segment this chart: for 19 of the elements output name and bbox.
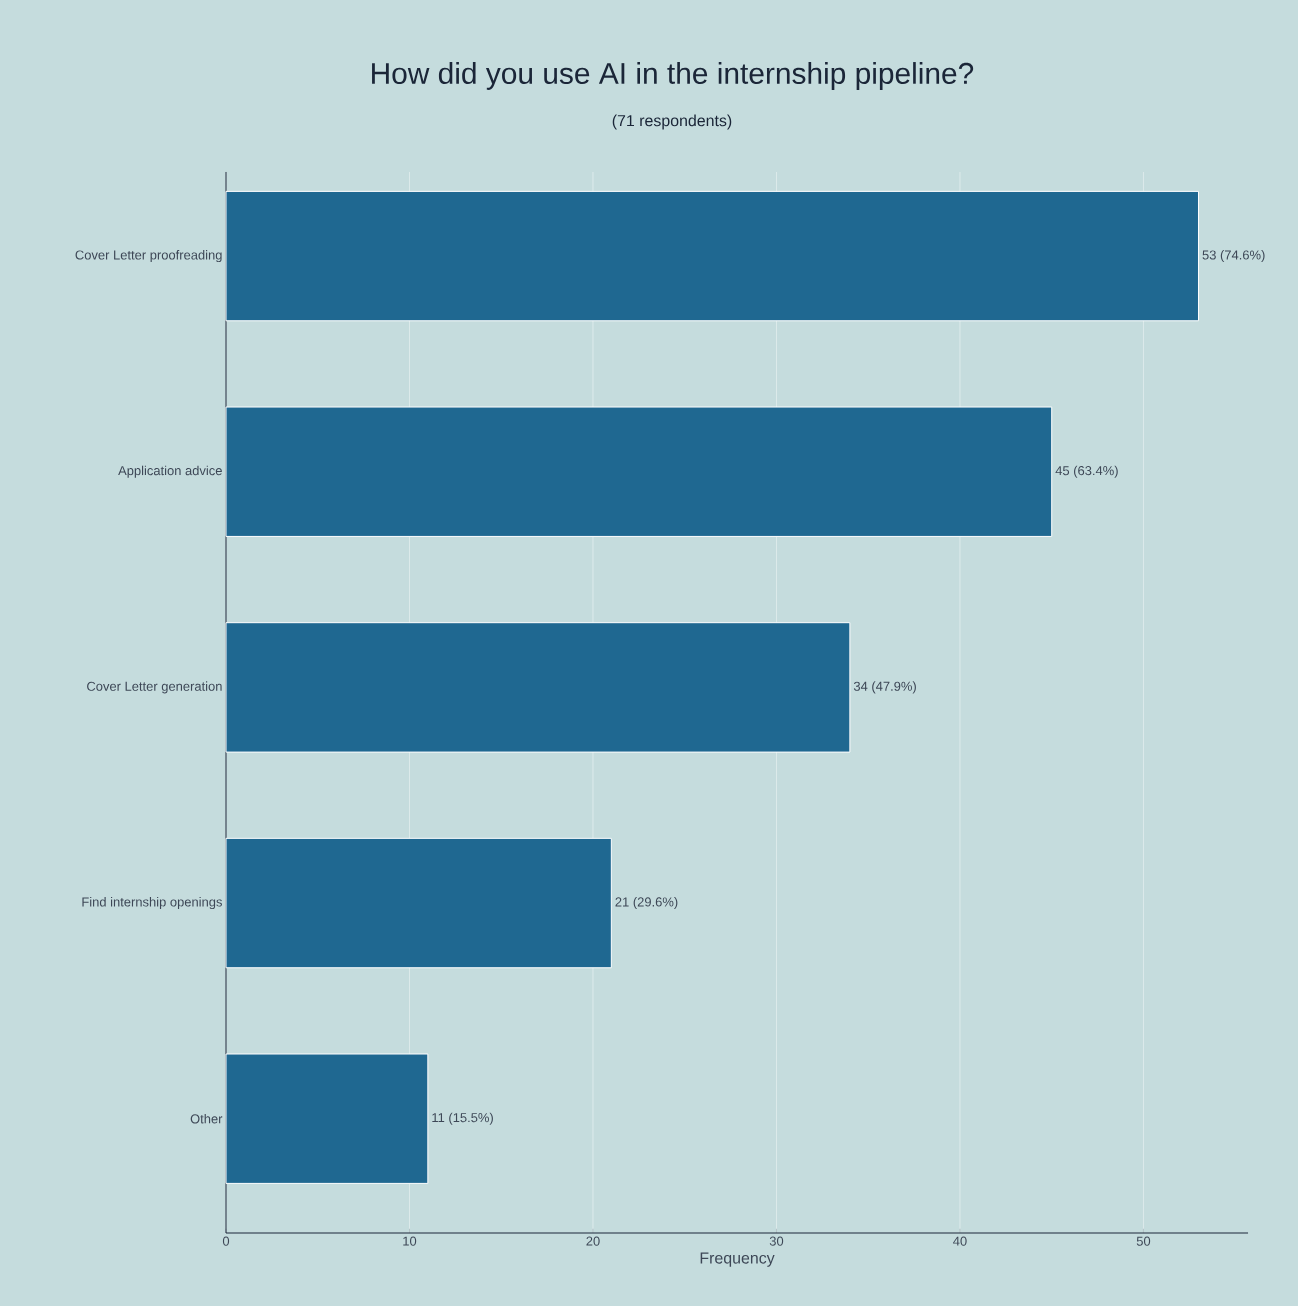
chart-subtitle: (71 respondents) [612,114,732,130]
data-label: 21 (29.6%) [615,897,678,910]
x-tick-label: 20 [586,1236,600,1246]
data-label: 53 (74.6%) [1202,250,1265,263]
y-tick-label: Find internship openings [82,897,222,910]
x-axis-title: Frequency [700,1252,775,1267]
x-tick-label: 30 [769,1236,784,1246]
y-tick-label: Other [190,1113,223,1124]
data-label: 11 (15.5%) [432,1112,493,1125]
x-tick-label: 10 [403,1236,417,1246]
x-tick-label: 50 [1136,1236,1151,1246]
data-label: 34 (47.9%) [853,681,916,694]
x-tick-label: 40 [953,1236,967,1246]
y-tick-label: Application advice [118,465,222,478]
data-label: 45 (63.4%) [1055,465,1118,478]
y-tick-label: Cover Letter proofreading [75,250,222,263]
x-tick-label: 0 [222,1236,230,1246]
y-tick-label: Cover Letter generation [87,681,222,694]
chart-title: How did you use AI in the internship pipeline? [372,62,974,90]
